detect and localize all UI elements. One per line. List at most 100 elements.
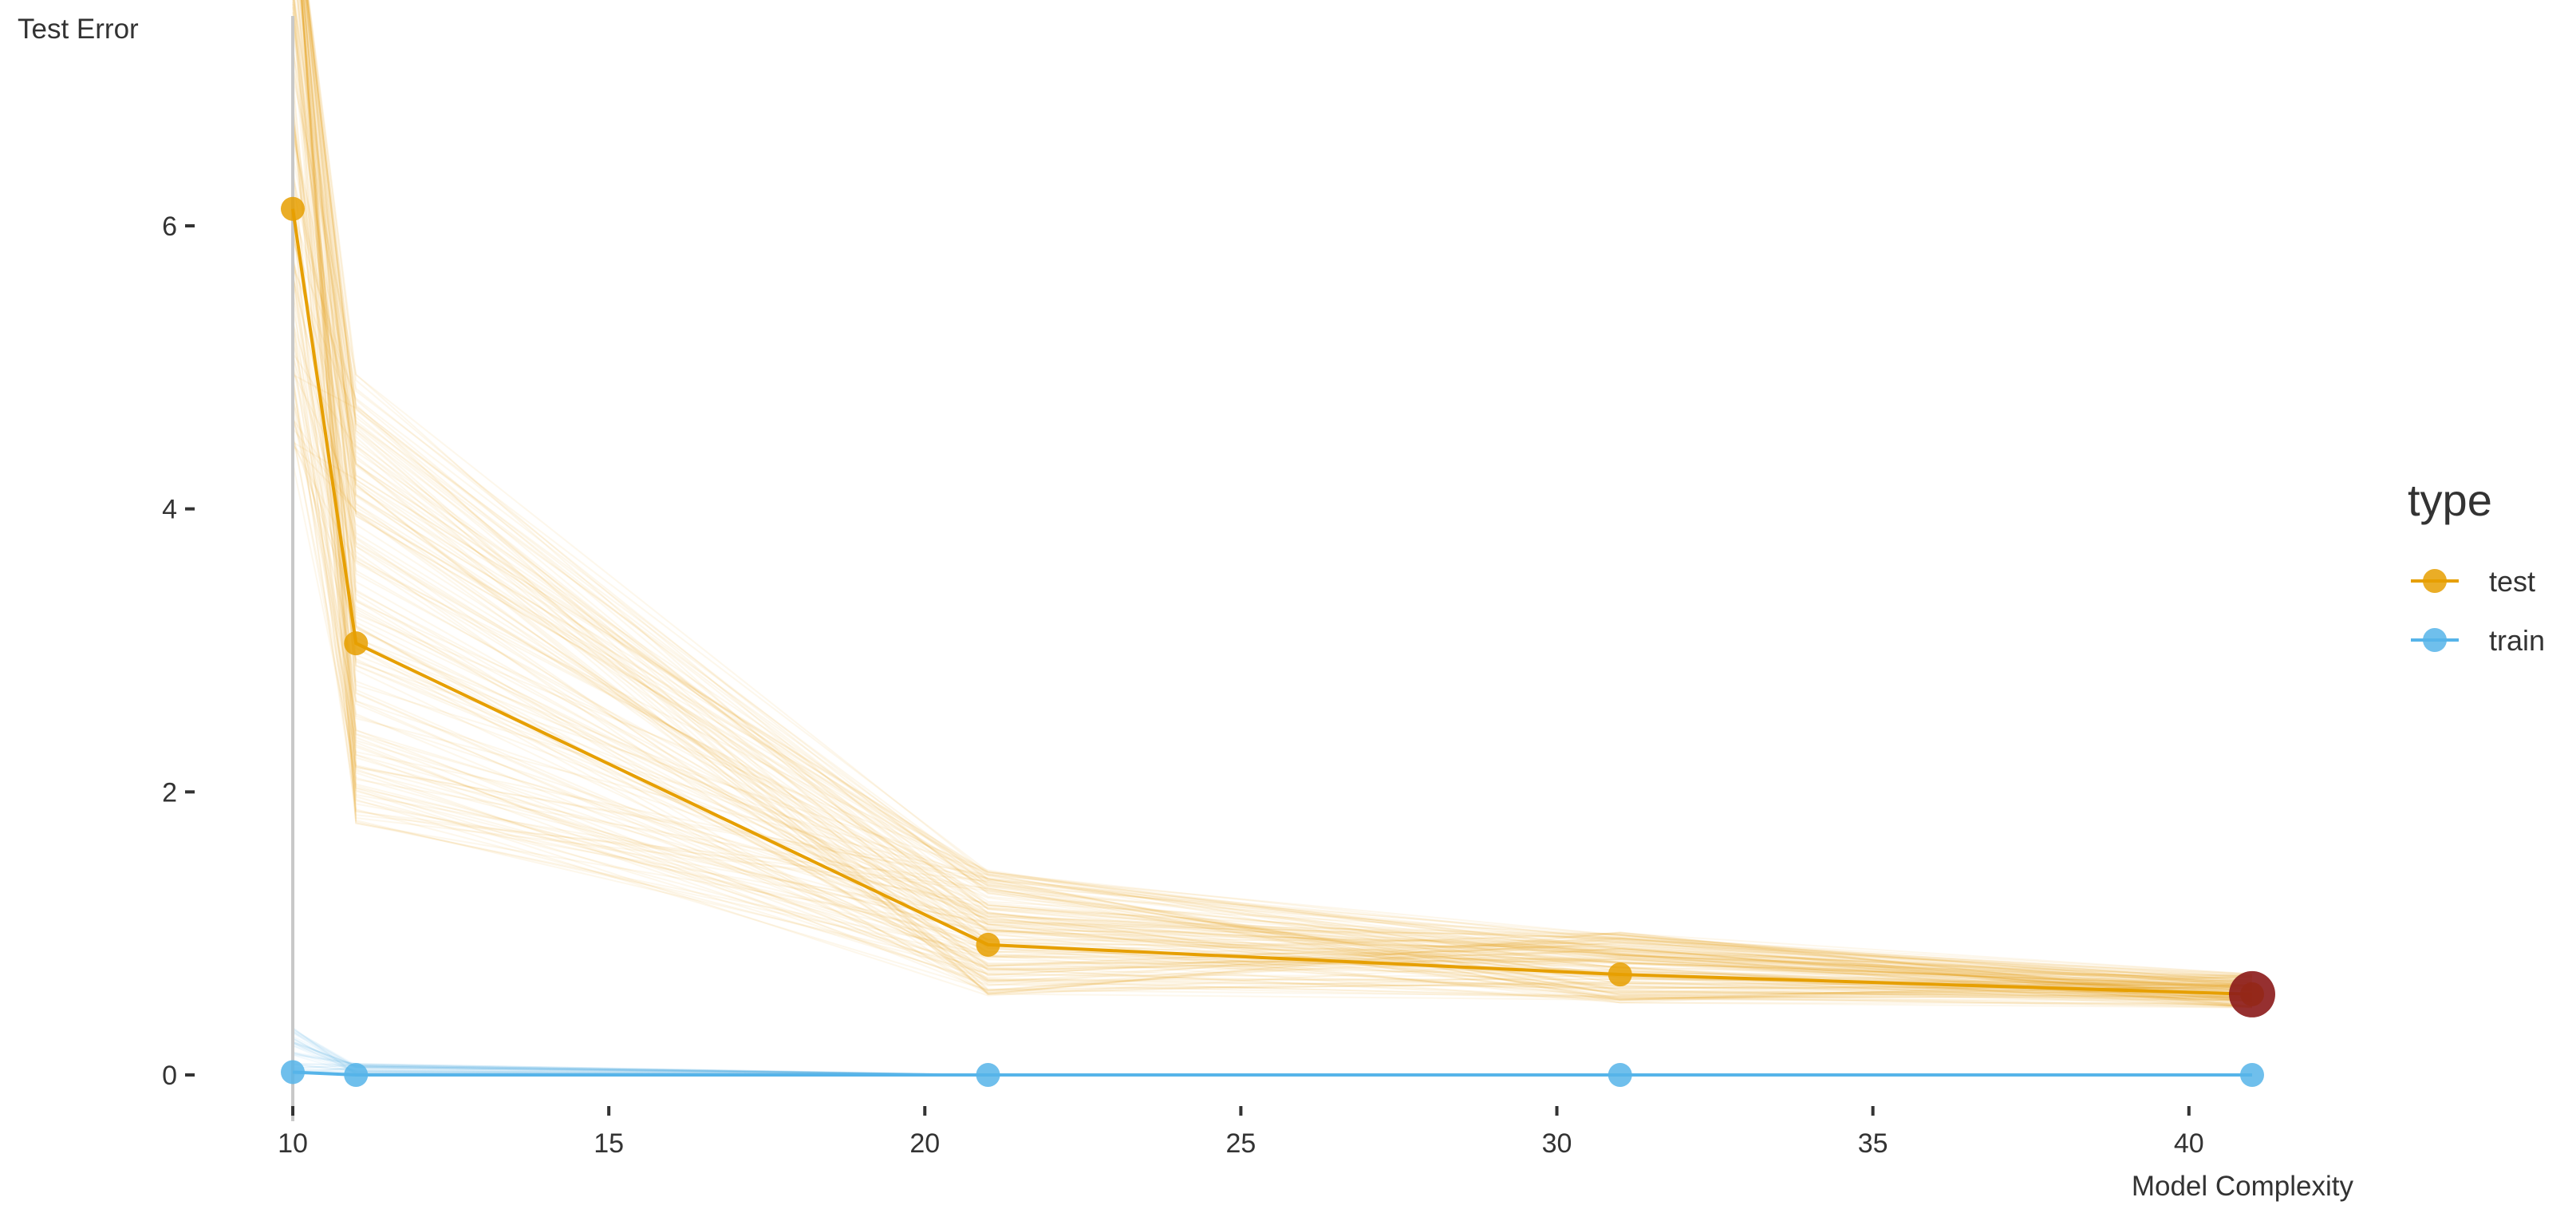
replicate-test-curve [306,0,2253,987]
replicate-test-curve [292,88,2253,1006]
replicate-test-curve [292,163,2253,1007]
replicate-test-curve [302,0,2253,977]
replicate-test-curve [306,0,2253,998]
replicate-test-curve [300,0,2253,990]
replicate-test-curve [294,0,2253,994]
replicate-test-curve [306,0,2253,995]
replicate-test-curve [302,0,2253,1005]
replicate-test-curve [292,385,2253,983]
replicate-test-curve [292,401,2253,993]
x-axis: 10 15 20 25 30 35 40 [278,1106,2204,1159]
y-tick-label: 2 [162,777,177,808]
replicate-test-curve [292,65,2253,995]
replicate-test-curve [292,378,2253,990]
replicate-test-curve [292,75,2253,999]
replicate-test-curve [293,0,2253,996]
replicate-test-curve [292,413,2253,998]
replicate-test-curve [293,0,2253,998]
replicate-test-curve [299,0,2253,986]
legend-title: type [2408,475,2492,525]
replicate-test-curve [292,0,2253,1003]
replicate-test-curve [292,18,2253,1009]
replicate-test-curve [294,0,2253,987]
replicate-test-curve [296,0,2253,990]
replicate-test-curve [306,0,2253,1005]
replicate-test-curve [292,105,2253,990]
x-tick-label: 30 [1542,1128,1572,1159]
series-layer [281,196,2275,1087]
replicate-test-curve [305,0,2253,996]
replicate-test-curve [292,26,2253,1008]
replicate-test-curve [305,0,2253,982]
data-point-test [1608,962,1632,987]
replicate-test-curve [292,109,2253,976]
replicate-test-curve [292,0,2253,995]
replicate-test-curve [292,258,2253,1007]
replicate-test-curve [303,0,2253,999]
replicate-test-curve [292,171,2253,1007]
replicate-test-curve [304,0,2253,1008]
replicate-test-curve [292,341,2253,994]
x-tick-label: 10 [278,1128,308,1159]
replicate-test-curve [292,126,2253,998]
series-line-test [291,208,2253,996]
replicate-test-curve [306,0,2253,992]
replicate-test-curve [292,428,2253,982]
replicate-test-curve [292,373,2253,994]
replicate-test-curve [292,66,2253,1002]
replicate-test-curve [292,202,2253,988]
data-point-train [976,1063,1000,1087]
replicate-test-curve [306,0,2253,980]
replicate-test-curve [297,0,2253,976]
replicate-test-curve [305,0,2253,987]
replicate-test-curve [292,371,2253,990]
replicate-test-curve [292,441,2253,978]
replicate-test-curve [292,397,2253,993]
replicate-test-curve [292,365,2253,1005]
replicate-test-curve [305,0,2253,999]
y-axis-title: Test Error [18,14,139,45]
replicate-test-curve [292,377,2253,998]
replicate-test-curve [300,0,2253,975]
data-point-train [344,1063,369,1087]
replicate-test-curve [305,0,2253,1002]
replicate-test-curve [304,0,2253,1000]
replicate-test-curve [292,443,2253,980]
replicate-test-curve [302,0,2253,986]
replicate-test-curve [292,2,2253,977]
data-point-train [281,1060,305,1085]
replicate-test-curve [292,212,2253,979]
replicate-test-curve [292,353,2253,994]
replicate-test-curve [307,0,2253,988]
replicate-test-curve [292,318,2253,994]
replicate-test-curve [292,49,2253,1006]
replicate-test-curve [292,12,2253,994]
replicate-test-curve [303,0,2253,989]
replicate-test-curve [306,0,2253,1002]
replicate-test-curve [298,0,2253,995]
replicate-test-curve [292,417,2253,978]
replicate-test-curve [292,135,2253,1006]
x-tick-label: 35 [1858,1128,1888,1159]
replicate-test-curve [292,261,2253,984]
data-point-train [1608,1063,1632,1087]
replicate-test-curve [292,364,2253,991]
replicate-test-curve [307,0,2253,990]
replicate-test-curve [306,0,2253,1000]
legend-key-point-test [2423,569,2447,593]
replicate-test-curve [302,0,2253,991]
replicate-test-curve [301,0,2253,1009]
y-tick-label: 4 [162,495,177,525]
replicate-test-curve [301,0,2253,998]
replicate-test-curve [297,0,2253,985]
replicate-test-curve [292,3,2253,1009]
legend-label-train: train [2489,624,2545,657]
x-tick-label: 15 [594,1128,624,1159]
replicate-test-curve [292,267,2253,986]
replicate-test-curve [292,255,2253,993]
replicate-test-curve [292,274,2253,1001]
replicate-test-curve [292,276,2253,1002]
replicate-test-curve [298,0,2253,1009]
replicate-test-curve [297,0,2253,1002]
